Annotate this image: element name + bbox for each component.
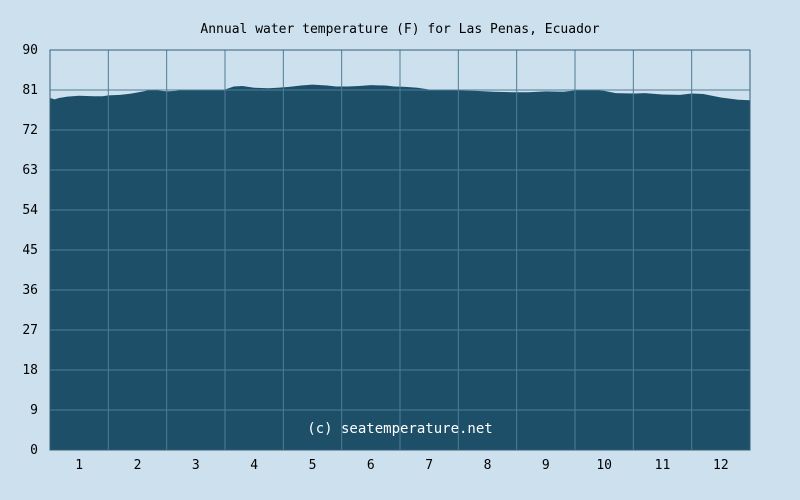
x-tick-label: 11 [655,458,671,473]
y-tick-label: 36 [22,283,38,298]
axis-layer [49,49,751,451]
x-tick-label: 1 [75,458,83,473]
x-tick-label: 6 [367,458,375,473]
x-tick-label: 12 [713,458,729,473]
y-tick-label: 90 [22,43,38,58]
x-tick-label: 5 [309,458,317,473]
y-tick-label: 72 [22,123,38,138]
y-tick-label: 9 [30,403,38,418]
plot-frame [49,49,751,451]
chart-credit: (c) seatemperature.net [307,421,492,437]
y-tick-label: 0 [30,443,38,458]
x-tick-label: 10 [596,458,612,473]
y-tick-label: 63 [22,163,38,178]
x-tick-label: 3 [192,458,200,473]
chart-title: Annual water temperature (F) for Las Pen… [200,22,599,37]
x-tick-labels: 1 2 3 4 5 6 7 8 9 10 11 12 [75,458,728,473]
x-tick-label: 7 [425,458,433,473]
y-tick-label: 18 [22,363,38,378]
y-tick-label: 81 [22,83,38,98]
x-tick-label: 2 [134,458,142,473]
x-tick-label: 8 [484,458,492,473]
x-tick-label: 9 [542,458,550,473]
y-tick-label: 54 [22,203,38,218]
x-tick-label: 4 [250,458,258,473]
y-tick-label: 27 [22,323,38,338]
y-tick-label: 45 [22,243,38,258]
y-tick-labels: 0 9 18 27 36 45 54 63 72 81 90 [22,43,38,458]
